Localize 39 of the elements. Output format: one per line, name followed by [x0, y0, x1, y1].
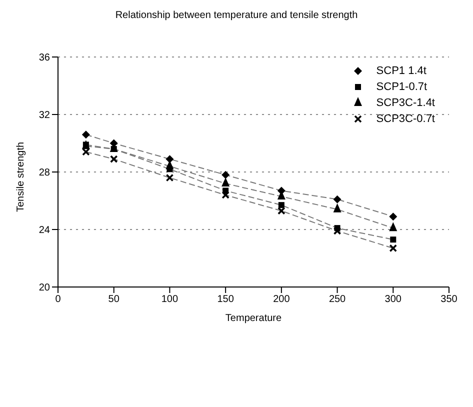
legend-label: SCP3C-1.4t	[376, 97, 435, 109]
point	[278, 202, 284, 208]
y-tick-label: 28	[38, 168, 50, 179]
x-tick-label: 300	[384, 294, 402, 306]
point	[333, 227, 342, 235]
x-tick-label: 150	[217, 294, 234, 306]
x-tick-label: 50	[108, 294, 120, 306]
x-tick-label: 200	[273, 294, 290, 306]
point	[222, 188, 229, 194]
point	[278, 206, 286, 215]
point	[222, 191, 230, 199]
y-axis-title: Tensile strength	[16, 142, 27, 212]
point	[166, 174, 174, 182]
x-tick-label: 100	[161, 294, 178, 306]
y-tick-label: 32	[38, 110, 50, 122]
y-tick-label: 24	[38, 225, 50, 236]
point	[222, 178, 230, 186]
legend-label: SCP1-0.7t	[376, 81, 428, 93]
legend-label: SCP3C-0.7t	[376, 113, 435, 125]
x-tick-label: 0	[55, 294, 62, 306]
point	[389, 222, 398, 232]
point	[389, 212, 398, 221]
x-tick-label: 250	[328, 294, 346, 306]
point	[82, 130, 90, 139]
chart-title: Relationship between temperature and tensile strength	[114, 9, 359, 21]
x-axis-title: Temperature	[225, 313, 282, 324]
x-tick-label: 350	[440, 294, 458, 306]
point	[166, 155, 174, 164]
y-tick-label: 36	[38, 52, 50, 64]
point	[333, 195, 342, 204]
y-tick-label: 20	[38, 282, 50, 294]
point	[222, 170, 230, 179]
point	[389, 244, 398, 252]
point	[166, 166, 173, 172]
legend-label: SCP1 1.4t	[376, 65, 426, 77]
point	[110, 155, 118, 163]
point	[390, 236, 396, 243]
point	[333, 203, 342, 212]
point	[334, 225, 340, 232]
